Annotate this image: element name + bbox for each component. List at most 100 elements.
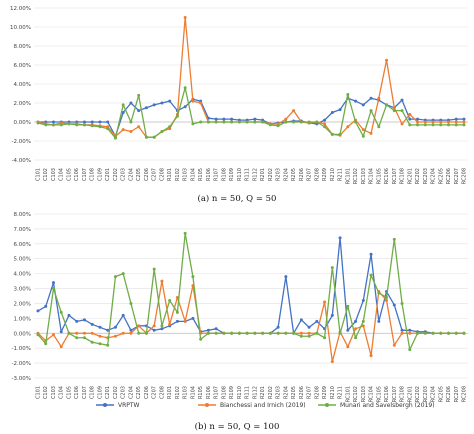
- chart-a-caption: (a) n = 50, Q = 50: [198, 193, 277, 204]
- data-point: [276, 124, 280, 128]
- x-tick-label: R203: [276, 168, 282, 181]
- data-point: [214, 327, 218, 331]
- data-point: [199, 337, 203, 341]
- data-point: [98, 342, 102, 346]
- data-point: [175, 319, 179, 323]
- data-point: [299, 334, 303, 338]
- data-point: [416, 123, 420, 127]
- data-point: [98, 325, 102, 329]
- data-point: [44, 123, 48, 127]
- x-tick-label: R112: [252, 168, 258, 181]
- data-point: [361, 298, 365, 302]
- data-point: [392, 303, 396, 307]
- x-tick-label: RC202: [415, 386, 421, 402]
- x-tick-label: R112: [252, 386, 258, 399]
- x-tick-label: C204: [128, 168, 134, 181]
- y-tick-label: -4.00%: [12, 158, 31, 164]
- x-tick-label: R105: [198, 168, 204, 181]
- x-tick-label: R202: [268, 386, 274, 399]
- data-point: [361, 128, 365, 132]
- data-point: [284, 331, 288, 335]
- x-tick-label: R203: [276, 386, 282, 399]
- data-point: [222, 331, 226, 335]
- x-tick-label: R209: [322, 168, 328, 181]
- data-point: [59, 345, 63, 349]
- data-point: [462, 123, 466, 127]
- legend-label: Bianchessi and Irnich (2019): [220, 402, 306, 409]
- x-tick-label: C106: [74, 168, 80, 181]
- x-tick-label: RC202: [415, 168, 421, 184]
- data-point: [121, 103, 125, 107]
- x-tick-label: C206: [144, 386, 150, 399]
- data-point: [230, 120, 234, 124]
- data-point: [175, 310, 179, 314]
- x-tick-label: R204: [283, 386, 289, 399]
- data-point: [98, 334, 102, 338]
- data-point: [323, 336, 327, 340]
- data-point: [462, 331, 466, 335]
- data-point: [330, 266, 334, 270]
- series-line: [38, 97, 464, 137]
- data-point: [369, 273, 373, 277]
- data-point: [408, 123, 412, 127]
- x-tick-label: R102: [175, 386, 181, 399]
- data-point: [292, 109, 296, 113]
- data-point: [199, 101, 203, 105]
- x-tick-label: RC205: [438, 168, 444, 184]
- x-tick-label: R111: [245, 386, 251, 399]
- data-point: [431, 331, 435, 335]
- x-tick-label: RC207: [454, 168, 460, 184]
- x-tick-label: C105: [66, 168, 72, 181]
- x-tick-label: RC204: [431, 168, 437, 184]
- data-point: [400, 331, 404, 335]
- y-tick-label: 10.00%: [10, 25, 31, 31]
- x-tick-label: RC206: [446, 168, 452, 184]
- data-point: [299, 331, 303, 335]
- data-point: [168, 125, 172, 129]
- data-point: [152, 135, 156, 139]
- data-point: [168, 298, 172, 302]
- x-tick-label: RC104: [369, 386, 375, 402]
- data-point: [121, 331, 125, 335]
- data-point: [385, 58, 389, 62]
- data-point: [230, 331, 234, 335]
- x-tick-label: RC206: [446, 386, 452, 402]
- data-point: [261, 120, 265, 124]
- data-point: [385, 295, 389, 299]
- y-tick-label: 8.00%: [14, 212, 31, 218]
- data-point: [423, 331, 427, 335]
- x-tick-label: C104: [59, 168, 65, 181]
- y-tick-label: 1.00%: [14, 316, 31, 322]
- data-point: [183, 16, 187, 19]
- data-point: [307, 331, 311, 335]
- data-point: [90, 322, 94, 326]
- data-point: [454, 331, 458, 335]
- data-point: [385, 103, 389, 107]
- data-point: [354, 327, 358, 331]
- x-tick-label: RC101: [345, 386, 351, 402]
- data-point: [447, 331, 451, 335]
- data-point: [51, 333, 55, 337]
- x-tick-label: R109: [229, 168, 235, 181]
- x-tick-label: RC108: [400, 168, 406, 184]
- x-tick-label: C109: [97, 168, 103, 181]
- x-tick-label: RC106: [384, 386, 390, 402]
- data-point: [346, 92, 350, 96]
- data-point: [315, 120, 319, 124]
- x-tick-label: R102: [175, 168, 181, 181]
- data-point: [346, 345, 350, 349]
- x-tick-label: R205: [291, 168, 297, 181]
- x-tick-label: R103: [183, 386, 189, 399]
- data-point: [67, 313, 71, 317]
- legend: VRPTW Bianchessi and Irnich (2019) Munari …: [96, 402, 435, 409]
- y-tick-label: -2.00%: [12, 139, 31, 145]
- x-tick-label: RC102: [353, 168, 359, 184]
- x-tick-label: R204: [283, 168, 289, 181]
- data-point: [292, 331, 296, 335]
- x-tick-label: R208: [314, 168, 320, 181]
- x-tick-label: RC102: [353, 386, 359, 402]
- data-point: [299, 318, 303, 322]
- data-point: [90, 340, 94, 344]
- y-tick-label: 4.00%: [14, 272, 31, 278]
- data-point: [338, 236, 342, 240]
